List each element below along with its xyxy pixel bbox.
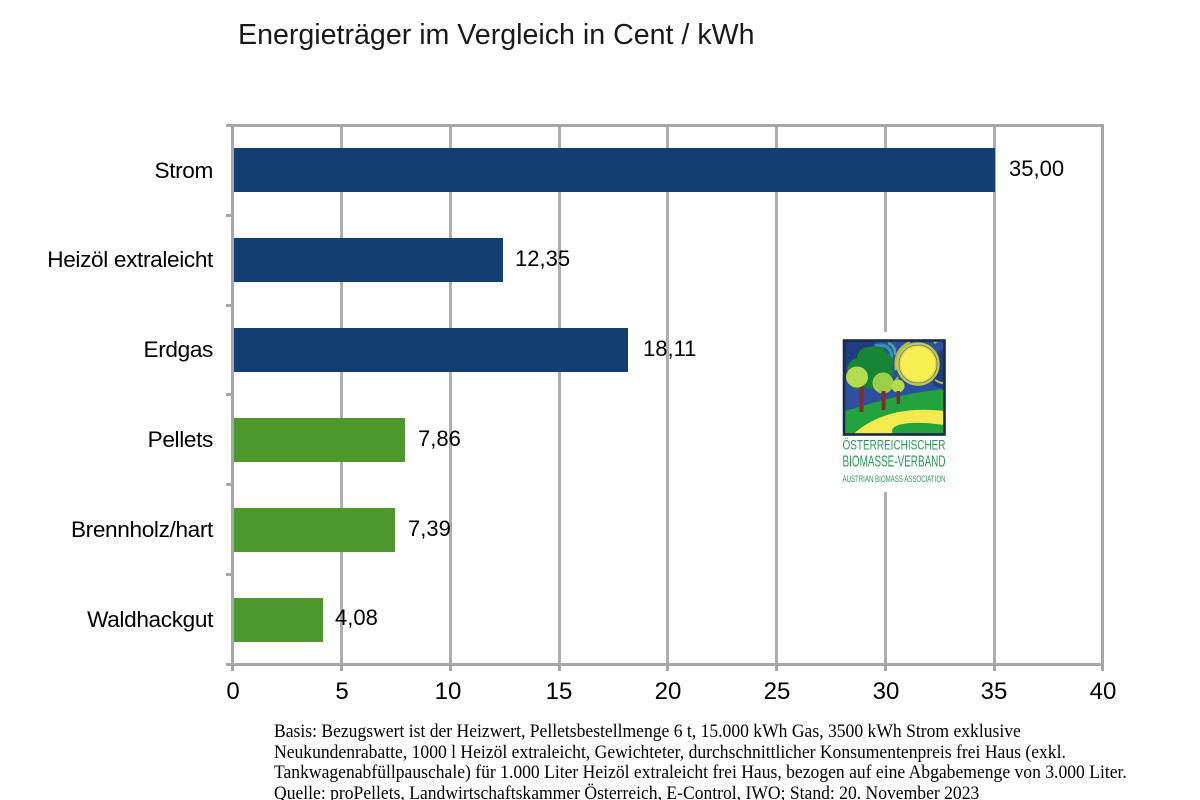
svg-text:AUSTRIAN BIOMASS ASSOCIATION: AUSTRIAN BIOMASS ASSOCIATION [843,474,946,484]
svg-text:ÖSTERREICHISCHER: ÖSTERREICHISCHER [843,436,946,453]
svg-text:BIOMASSE-VERBAND: BIOMASSE-VERBAND [843,453,946,470]
